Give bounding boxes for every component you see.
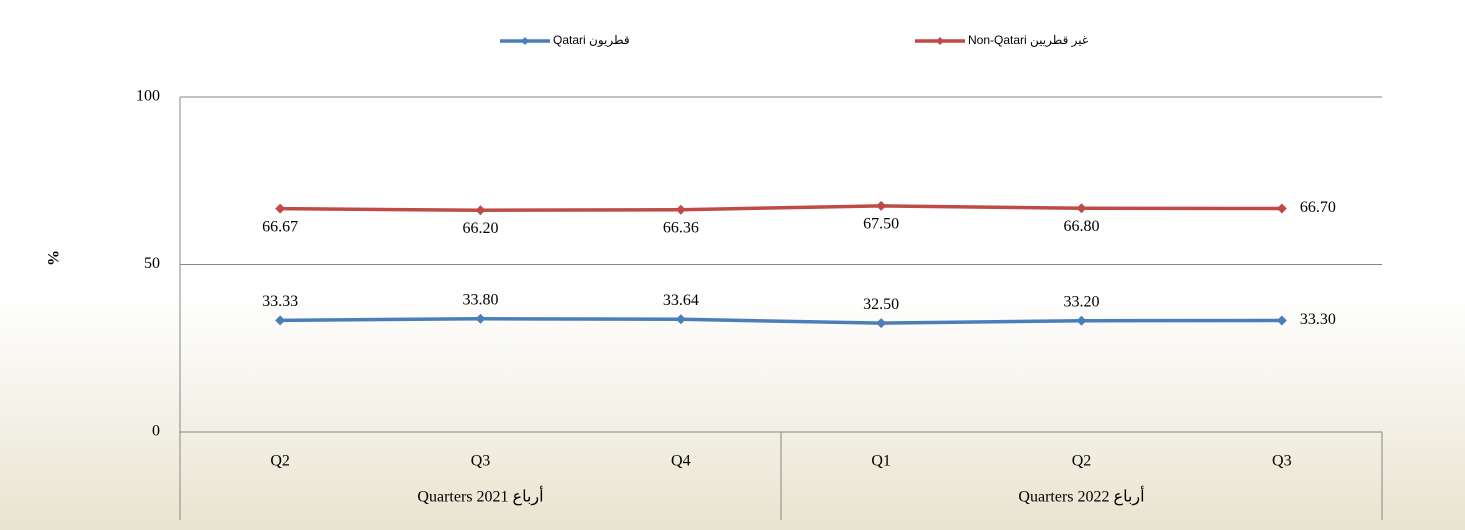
group-label: Quarters 2021 أرباع	[417, 486, 543, 506]
data-label: 33.64	[663, 292, 699, 309]
data-label: 66.20	[463, 220, 499, 237]
data-label: 66.70	[1300, 199, 1336, 216]
legend-marker	[936, 37, 944, 45]
legend-label: Non-Qatari غير قطريين	[968, 33, 1088, 47]
data-point	[675, 314, 686, 325]
data-label: 33.33	[262, 293, 298, 310]
data-label: 66.67	[262, 218, 298, 235]
y-tick-label: 0	[152, 423, 160, 440]
data-point	[475, 205, 486, 216]
data-label: 67.50	[863, 216, 899, 233]
y-tick-label: 100	[136, 88, 160, 105]
data-label: 33.20	[1064, 293, 1100, 310]
legend-label: Qatari قطريون	[553, 33, 630, 47]
data-point	[1076, 315, 1087, 326]
series-line	[280, 204, 1282, 212]
x-tick-label: Q3	[471, 453, 491, 470]
x-tick-label: Q4	[671, 453, 691, 470]
data-label: 33.80	[463, 291, 499, 308]
data-label: 66.36	[663, 219, 699, 236]
data-point	[475, 313, 486, 324]
y-axis-label: %	[46, 250, 63, 266]
data-point	[1276, 315, 1287, 326]
x-tick-label: Q2	[270, 453, 290, 470]
x-tick-label: Q2	[1072, 453, 1092, 470]
data-point	[275, 315, 286, 326]
data-point	[275, 203, 286, 214]
data-point	[1076, 203, 1087, 214]
y-tick-label: 50	[144, 255, 160, 272]
series-line	[280, 317, 1282, 325]
data-point	[675, 204, 686, 215]
x-tick-label: Q1	[871, 453, 891, 470]
data-point	[876, 200, 887, 211]
legend-marker	[521, 37, 529, 45]
data-label: 33.30	[1300, 311, 1336, 328]
x-tick-label: Q3	[1272, 453, 1292, 470]
data-point	[876, 318, 887, 329]
data-label: 66.80	[1064, 218, 1100, 235]
data-point	[1276, 203, 1287, 214]
group-label: Quarters 2022 أرباع	[1018, 486, 1144, 506]
data-label: 32.50	[863, 296, 899, 313]
